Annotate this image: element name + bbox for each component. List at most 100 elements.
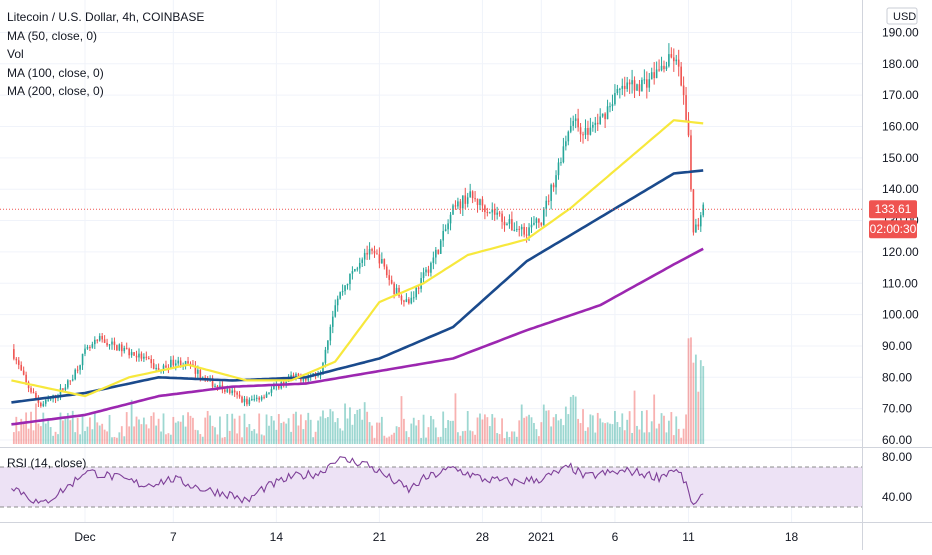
candle-body bbox=[530, 224, 533, 228]
volume-bar bbox=[62, 420, 64, 444]
volume-bar bbox=[238, 415, 241, 444]
volume-bar bbox=[498, 434, 501, 444]
volume-bar bbox=[631, 432, 633, 444]
candle-body bbox=[641, 79, 643, 92]
candle-body bbox=[655, 69, 658, 79]
volume-bar bbox=[93, 412, 96, 444]
volume-bar bbox=[179, 421, 182, 444]
time-tick-label: 11 bbox=[682, 530, 695, 544]
candle-body bbox=[584, 128, 587, 135]
volume-bar bbox=[599, 418, 602, 444]
volume-bar bbox=[510, 431, 513, 444]
volume-bar bbox=[187, 412, 189, 444]
candle-body bbox=[650, 72, 653, 80]
candle-body bbox=[439, 240, 442, 254]
candle-body bbox=[643, 79, 646, 81]
volume-bar bbox=[307, 412, 310, 444]
volume-bar bbox=[361, 419, 364, 444]
volume-bar bbox=[530, 417, 533, 444]
candle-body bbox=[653, 72, 655, 79]
volume-bar bbox=[667, 420, 670, 444]
volume-bar bbox=[196, 430, 199, 444]
legend-ma100[interactable]: MA (100, close, 0) bbox=[7, 65, 104, 80]
candle-body bbox=[520, 226, 523, 230]
candle-body bbox=[538, 218, 540, 223]
candle-body bbox=[383, 259, 386, 267]
candle-body bbox=[204, 377, 207, 379]
volume-bar bbox=[459, 435, 462, 444]
volume-bar bbox=[47, 418, 50, 444]
volume-bar bbox=[98, 425, 101, 444]
volume-bar bbox=[528, 414, 530, 444]
candle-body bbox=[302, 378, 305, 381]
candle-body bbox=[498, 212, 501, 214]
volume-bar bbox=[270, 416, 273, 444]
volume-bar bbox=[481, 419, 484, 444]
candle-body bbox=[133, 352, 135, 356]
volume-bar bbox=[89, 417, 91, 444]
volume-bar bbox=[616, 422, 619, 444]
volume-bar bbox=[91, 429, 94, 444]
volume-bar bbox=[177, 421, 180, 444]
candle-body bbox=[540, 222, 543, 226]
candle-body bbox=[344, 285, 346, 292]
candle-body bbox=[30, 388, 32, 393]
volume-bar bbox=[282, 421, 285, 444]
volume-bar bbox=[130, 399, 133, 444]
candle-body bbox=[493, 209, 496, 215]
candlestick-series bbox=[13, 43, 705, 408]
volume-bar bbox=[569, 396, 572, 444]
volume-bar bbox=[515, 436, 518, 444]
volume-bar bbox=[388, 436, 391, 444]
volume-bar bbox=[285, 423, 288, 444]
candle-body bbox=[143, 356, 145, 359]
volume-bar bbox=[542, 404, 545, 444]
candle-body bbox=[562, 146, 565, 163]
candle-body bbox=[454, 205, 457, 207]
volume-bar bbox=[594, 432, 597, 444]
volume-bar bbox=[358, 408, 361, 444]
volume-bar bbox=[665, 432, 668, 444]
volume-bar bbox=[145, 424, 148, 444]
volume-bar bbox=[211, 425, 214, 444]
volume-bar bbox=[172, 416, 175, 444]
volume-bar bbox=[221, 437, 224, 444]
volume-bar bbox=[346, 418, 349, 444]
time-tick-label: 6 bbox=[612, 530, 619, 544]
volume-bar bbox=[324, 418, 327, 444]
volume-bar bbox=[201, 436, 204, 444]
candle-body bbox=[356, 268, 359, 270]
candle-body bbox=[457, 201, 459, 207]
legend-ma50[interactable]: MA (50, close, 0) bbox=[7, 28, 98, 43]
volume-bar bbox=[672, 435, 675, 444]
volume-bar bbox=[577, 418, 580, 444]
candle-body bbox=[246, 398, 248, 405]
volume-bar bbox=[341, 430, 344, 444]
rsi-legend[interactable]: RSI (14, close) bbox=[7, 456, 87, 470]
candle-body bbox=[699, 215, 702, 227]
candle-body bbox=[469, 191, 471, 198]
volume-bar bbox=[120, 426, 123, 444]
legend-ma200[interactable]: MA (200, close, 0) bbox=[7, 84, 104, 98]
volume-bar bbox=[42, 412, 45, 444]
candle-body bbox=[481, 199, 484, 206]
candle-body bbox=[390, 279, 393, 284]
price-tick-label: 170.00 bbox=[882, 88, 919, 102]
volume-bar bbox=[246, 427, 248, 444]
volume-bar bbox=[378, 422, 381, 444]
volume-bar bbox=[363, 402, 366, 444]
candle-body bbox=[339, 292, 341, 299]
volume-bar bbox=[464, 430, 467, 444]
legend-vol[interactable]: Vol bbox=[7, 47, 24, 61]
candle-body bbox=[670, 54, 673, 58]
candle-body bbox=[290, 374, 292, 378]
volume-bar bbox=[52, 435, 55, 444]
candle-body bbox=[25, 374, 27, 383]
volume-bar bbox=[373, 437, 376, 444]
volume-bar bbox=[685, 414, 687, 444]
volume-bar bbox=[157, 418, 160, 444]
moving-averages bbox=[11, 119, 704, 426]
candle-body bbox=[501, 213, 503, 222]
